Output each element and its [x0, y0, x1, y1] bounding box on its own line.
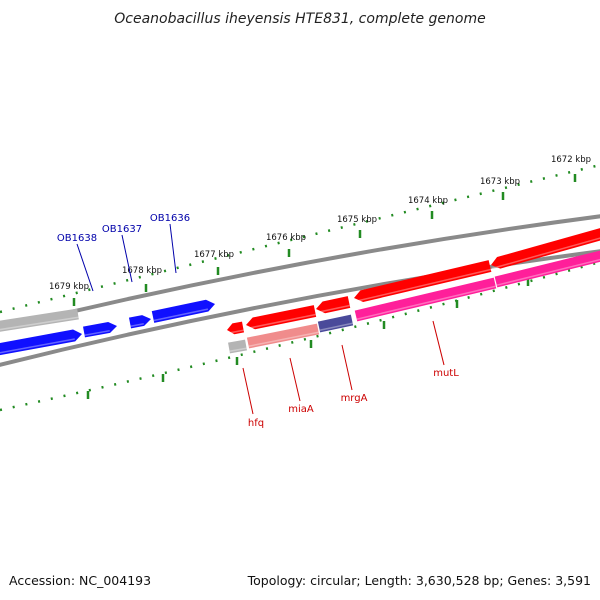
- gene-label-miaA: miaA: [288, 404, 314, 415]
- genome-backbone-outer: [0, 214, 600, 331]
- scale-tick-label: 1674 kbp: [408, 196, 448, 206]
- label-leader-OB1637: [121, 234, 133, 283]
- gene-block-miaA-lower: [246, 323, 320, 349]
- label-leader-miaA: [289, 357, 301, 402]
- gene-label-OB1637: OB1637: [102, 224, 142, 235]
- scale-tick-label: 1677 kbp: [194, 250, 234, 260]
- label-leader-hfq: [242, 367, 254, 415]
- scale-tick-label: 1679 kbp: [49, 282, 89, 292]
- scale-tick-label: 1673 kbp: [480, 177, 520, 187]
- genome-summary-text: Topology: circular; Length: 3,630,528 bp…: [247, 573, 591, 588]
- gene-label-mutL: mutL: [433, 368, 459, 379]
- gene-unlabeled-forward-gray: [0, 308, 79, 332]
- reverse-gene-track: [227, 228, 600, 335]
- label-leader-OB1636: [169, 223, 177, 274]
- map-title: Oceanobacillus iheyensis HTE831, complet…: [114, 11, 485, 27]
- accession-text: Accession: NC_004193: [9, 573, 152, 588]
- gene-block-mrgA-lower: [317, 314, 354, 333]
- gene-OB1637: [128, 315, 151, 329]
- inner-gene-track: [228, 250, 600, 354]
- gene-unlabeled-forward: [0, 329, 82, 356]
- gene-block-hfq-lower: [228, 339, 247, 354]
- gene-mutL: [354, 260, 492, 303]
- gene-unlabeled-reverse-a: [491, 228, 600, 270]
- gene-label-OB1638: OB1638: [57, 233, 97, 244]
- gene-miaA: [246, 305, 317, 330]
- gene-OB1636: [151, 299, 215, 323]
- gene-block-unlabeled-lower: [494, 250, 600, 288]
- label-leader-mrgA: [341, 344, 353, 391]
- gene-labels: OB1636 OB1637 OB1638 hfq miaA mrgA mutL: [57, 213, 459, 429]
- gene-label-OB1636: OB1636: [150, 213, 190, 224]
- forward-gene-track: [0, 299, 215, 356]
- scale-tick-label: 1672 kbp: [551, 155, 591, 165]
- gene-label-mrgA: mrgA: [341, 393, 368, 404]
- gene-OB1638: [83, 322, 117, 338]
- gene-block-mutL-lower: [354, 277, 497, 322]
- scale-tick-label: 1675 kbp: [337, 215, 377, 225]
- gene-mrgA: [316, 296, 351, 314]
- gene-label-hfq: hfq: [248, 418, 264, 429]
- gene-hfq: [227, 321, 245, 335]
- scale-tick-label: 1678 kbp: [122, 266, 162, 276]
- label-leader-mutL: [432, 320, 445, 366]
- label-leader-OB1638: [76, 243, 94, 292]
- scale-ticks: 1672 kbp 1673 kbp 1674 kbp 1675 kbp 1676 kbp…: [49, 155, 591, 399]
- scale-tick-label: 1676 kbp: [266, 233, 306, 243]
